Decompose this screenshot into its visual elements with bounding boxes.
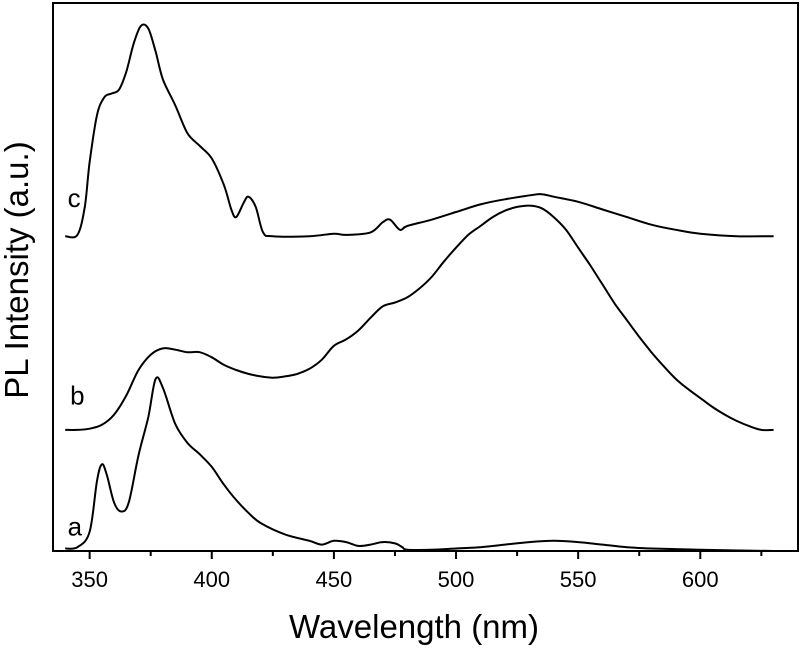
series-a-label: a bbox=[68, 512, 83, 542]
x-axis-ticks: 350 400 450 500 550 600 bbox=[71, 551, 763, 592]
x-tick-label: 550 bbox=[560, 567, 597, 592]
series-c-line bbox=[65, 23, 774, 239]
series-c-label: c bbox=[68, 183, 81, 213]
x-tick-label: 400 bbox=[193, 567, 230, 592]
curve-labels: a b c bbox=[68, 183, 85, 542]
series-b-label: b bbox=[70, 380, 84, 410]
series-b-line bbox=[65, 204, 774, 432]
x-tick-label: 500 bbox=[438, 567, 475, 592]
spectra-curves bbox=[65, 23, 774, 552]
x-tick-label: 600 bbox=[682, 567, 719, 592]
y-axis-title: PL Intensity (a.u.) bbox=[0, 141, 35, 398]
x-tick-label: 450 bbox=[316, 567, 353, 592]
x-axis-title: Wavelength (nm) bbox=[289, 608, 539, 645]
series-a-line bbox=[65, 376, 774, 552]
x-tick-label: 350 bbox=[71, 567, 108, 592]
plot-frame bbox=[52, 2, 799, 552]
